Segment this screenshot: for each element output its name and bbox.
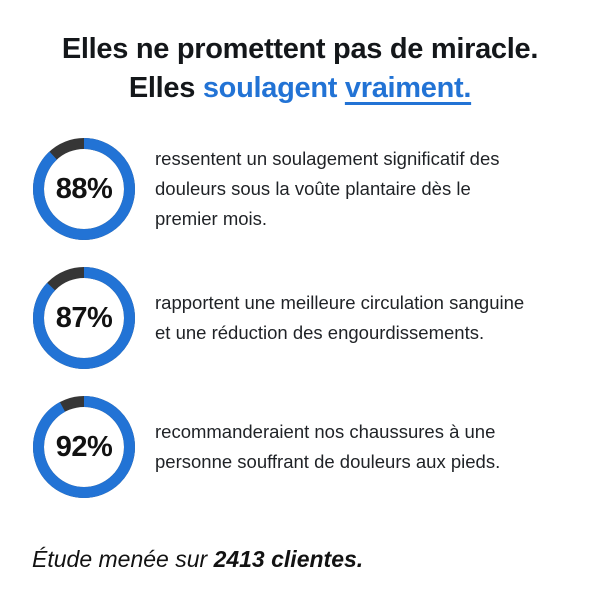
donut-chart-92: 92% (33, 396, 135, 498)
progress-ring-icon (33, 267, 135, 369)
stat-description: rapportent une meilleure circulation san… (155, 292, 525, 343)
percent-label: 88% (55, 172, 113, 205)
progress-ring-icon (33, 138, 135, 240)
stat-row-1: 88% ressentent un soulagement significat… (33, 138, 576, 240)
stat-description: recommanderaient nos chaussures à une pe… (155, 421, 501, 472)
stat-row-2: 87% rapportent une meilleure circulation… (33, 267, 576, 369)
headline-line2-highlight: soulagent (202, 72, 338, 104)
headline-line2-prefix: Elles (128, 72, 196, 104)
headline: Elles ne promettent pas de miracle. Elle… (24, 30, 576, 108)
study-footnote: Étude menée sur 2413 clientes. (32, 546, 576, 573)
donut-chart-88: 88% (33, 138, 135, 240)
headline-line2: Elles soulagent vraiment. (24, 69, 576, 108)
headline-line1: Elles ne promettent pas de miracle. (61, 33, 539, 65)
stat-description: ressentent un soulagement significatif d… (155, 148, 500, 229)
footnote-prefix: Étude menée sur (32, 546, 208, 572)
percent-label: 92% (55, 430, 113, 463)
headline-line2-link[interactable]: vraiment. (344, 72, 472, 104)
footnote-emphasis: 2413 clientes. (213, 546, 364, 572)
progress-ring-icon (33, 396, 135, 498)
stat-row-3: 92% recommanderaient nos chaussures à un… (33, 396, 576, 498)
stats-list: 88% ressentent un soulagement significat… (24, 138, 576, 498)
percent-label: 87% (55, 301, 113, 334)
donut-chart-87: 87% (33, 267, 135, 369)
